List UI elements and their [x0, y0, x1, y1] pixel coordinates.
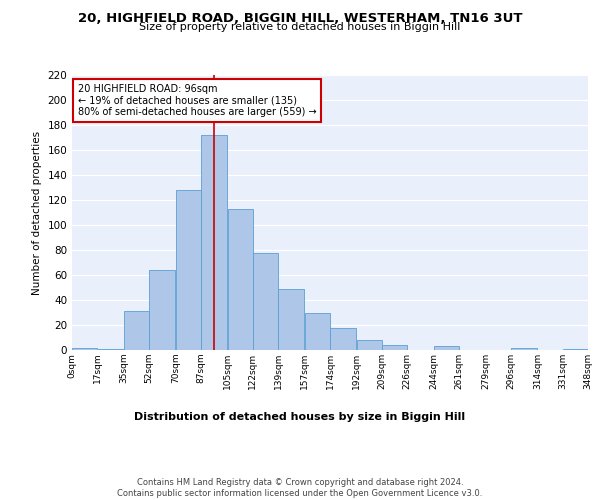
Bar	[511, 348, 537, 350]
Bar	[176, 190, 200, 350]
Bar	[253, 252, 278, 350]
Bar	[434, 346, 458, 350]
Bar	[98, 349, 124, 350]
Text: 20, HIGHFIELD ROAD, BIGGIN HILL, WESTERHAM, TN16 3UT: 20, HIGHFIELD ROAD, BIGGIN HILL, WESTERH…	[78, 12, 522, 26]
Text: Distribution of detached houses by size in Biggin Hill: Distribution of detached houses by size …	[134, 412, 466, 422]
Y-axis label: Number of detached properties: Number of detached properties	[32, 130, 42, 294]
Text: Contains HM Land Registry data © Crown copyright and database right 2024.
Contai: Contains HM Land Registry data © Crown c…	[118, 478, 482, 498]
Bar	[278, 289, 304, 350]
Bar	[73, 348, 97, 350]
Bar	[331, 328, 356, 350]
Bar	[305, 312, 329, 350]
Text: Size of property relative to detached houses in Biggin Hill: Size of property relative to detached ho…	[139, 22, 461, 32]
Text: 20 HIGHFIELD ROAD: 96sqm
← 19% of detached houses are smaller (135)
80% of semi-: 20 HIGHFIELD ROAD: 96sqm ← 19% of detach…	[78, 84, 317, 117]
Bar	[382, 345, 407, 350]
Bar	[357, 340, 382, 350]
Bar	[202, 135, 227, 350]
Bar	[563, 349, 587, 350]
Bar	[228, 209, 253, 350]
Bar	[124, 311, 149, 350]
Bar	[149, 270, 175, 350]
